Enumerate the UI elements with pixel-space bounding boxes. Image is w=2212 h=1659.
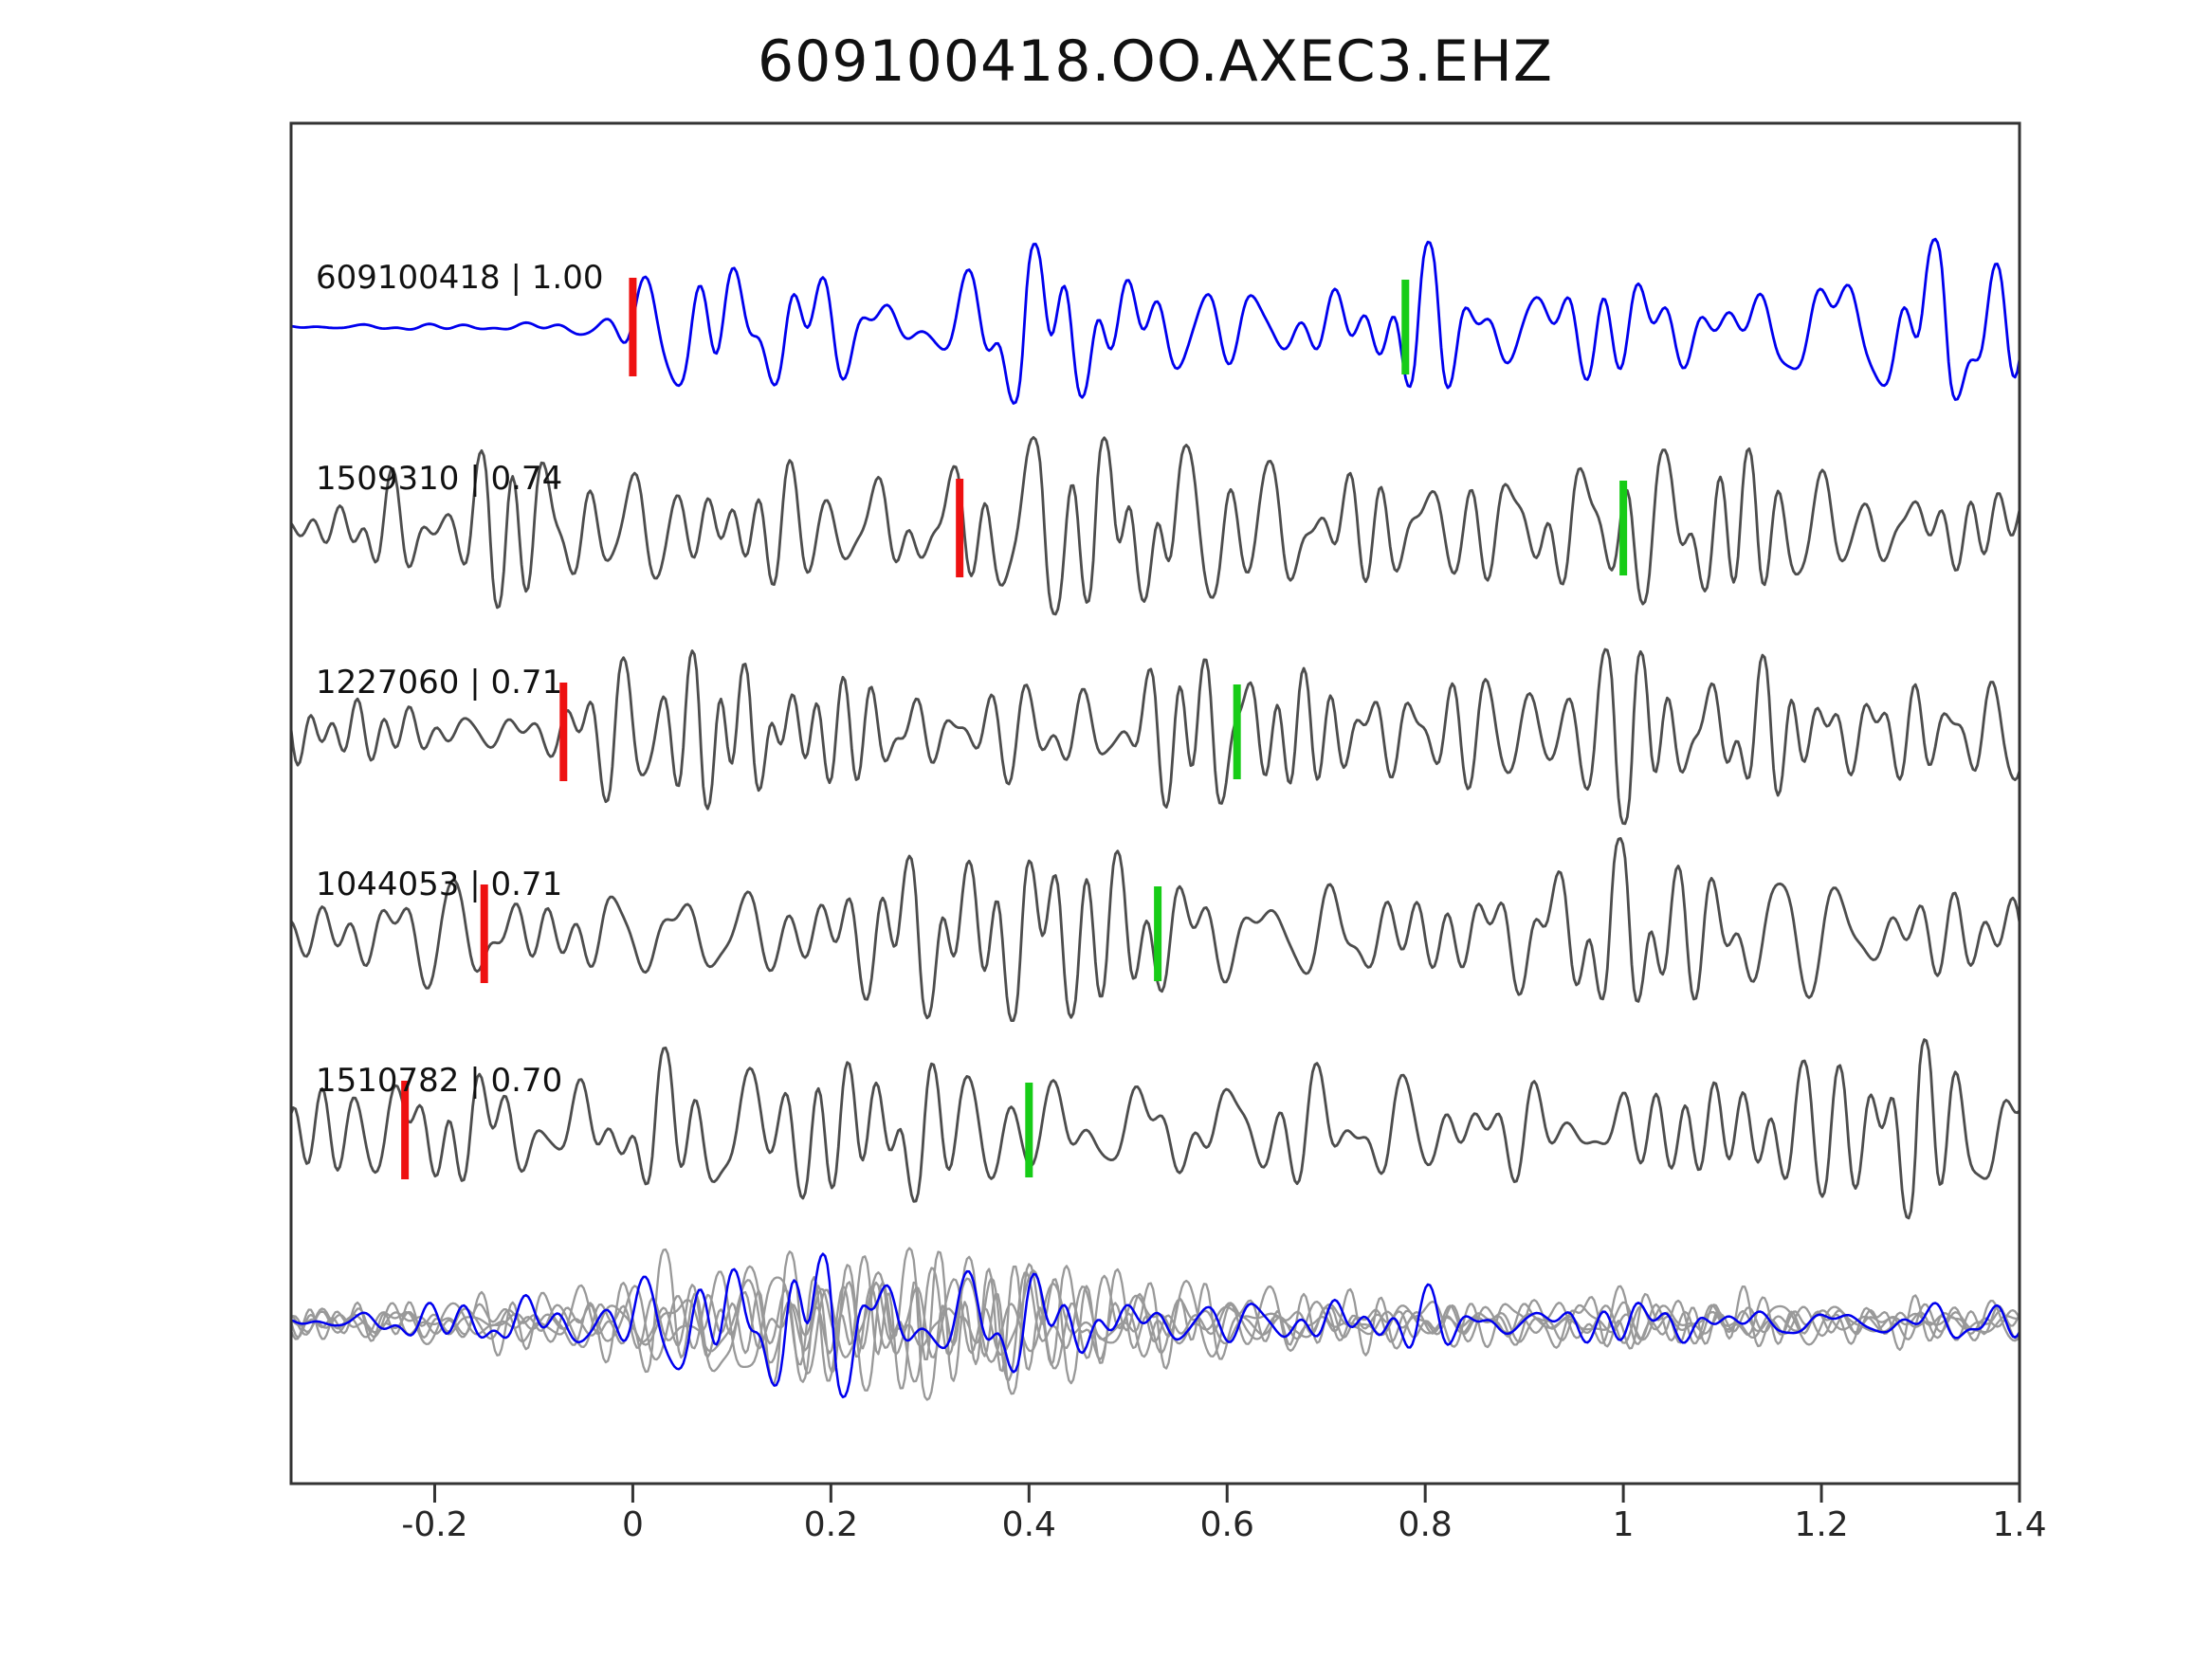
trace-label-1509310: 1509310 | 0.74 xyxy=(316,460,563,498)
x-tick-label: 1.2 xyxy=(1794,1505,1849,1544)
plot-frame xyxy=(289,121,2021,1486)
pick-marker-red-1044053 xyxy=(480,884,488,983)
x-tick-label: 1 xyxy=(1612,1505,1635,1544)
pick-marker-red-1509310 xyxy=(956,479,964,577)
x-tick-label: 0.6 xyxy=(1199,1505,1254,1544)
trace-waveform-609100418 xyxy=(289,237,2021,405)
pick-marker-red-1510782 xyxy=(401,1081,410,1179)
x-tick-label: 1.4 xyxy=(1992,1505,2047,1544)
trace-waveform-1509310 xyxy=(289,435,2021,616)
pick-marker-green-609100418 xyxy=(1401,280,1410,374)
chart-title: 609100418.OO.AXEC3.EHZ xyxy=(757,28,1554,95)
x-tick-label: 0.8 xyxy=(1398,1505,1453,1544)
trace-label-1227060: 1227060 | 0.71 xyxy=(316,664,563,702)
overlay-template-waveform xyxy=(289,1252,2021,1399)
pick-marker-green-1044053 xyxy=(1154,886,1162,981)
overlay-gray-waveform xyxy=(289,1248,2021,1383)
pick-marker-green-1227060 xyxy=(1233,684,1241,779)
trace-label-1044053: 1044053 | 0.71 xyxy=(316,866,563,903)
x-tick-label: 0.4 xyxy=(1001,1505,1056,1544)
x-tick-label: -0.2 xyxy=(401,1505,468,1544)
x-tick-label: 0.2 xyxy=(803,1505,858,1544)
overlay-gray-waveform xyxy=(289,1247,2021,1401)
trace-waveform-1227060 xyxy=(289,647,2021,826)
trace-label-609100418: 609100418 | 1.00 xyxy=(316,259,604,297)
trace-label-1510782: 1510782 | 0.70 xyxy=(316,1062,563,1100)
pick-marker-green-1510782 xyxy=(1025,1083,1033,1177)
pick-marker-green-1509310 xyxy=(1619,481,1628,575)
overlay-gray-waveform xyxy=(289,1271,2021,1381)
pick-marker-red-1227060 xyxy=(559,683,568,781)
trace-waveform-1510782 xyxy=(289,1038,2021,1220)
pick-marker-red-609100418 xyxy=(629,278,637,376)
x-tick-label: 0 xyxy=(621,1505,644,1544)
